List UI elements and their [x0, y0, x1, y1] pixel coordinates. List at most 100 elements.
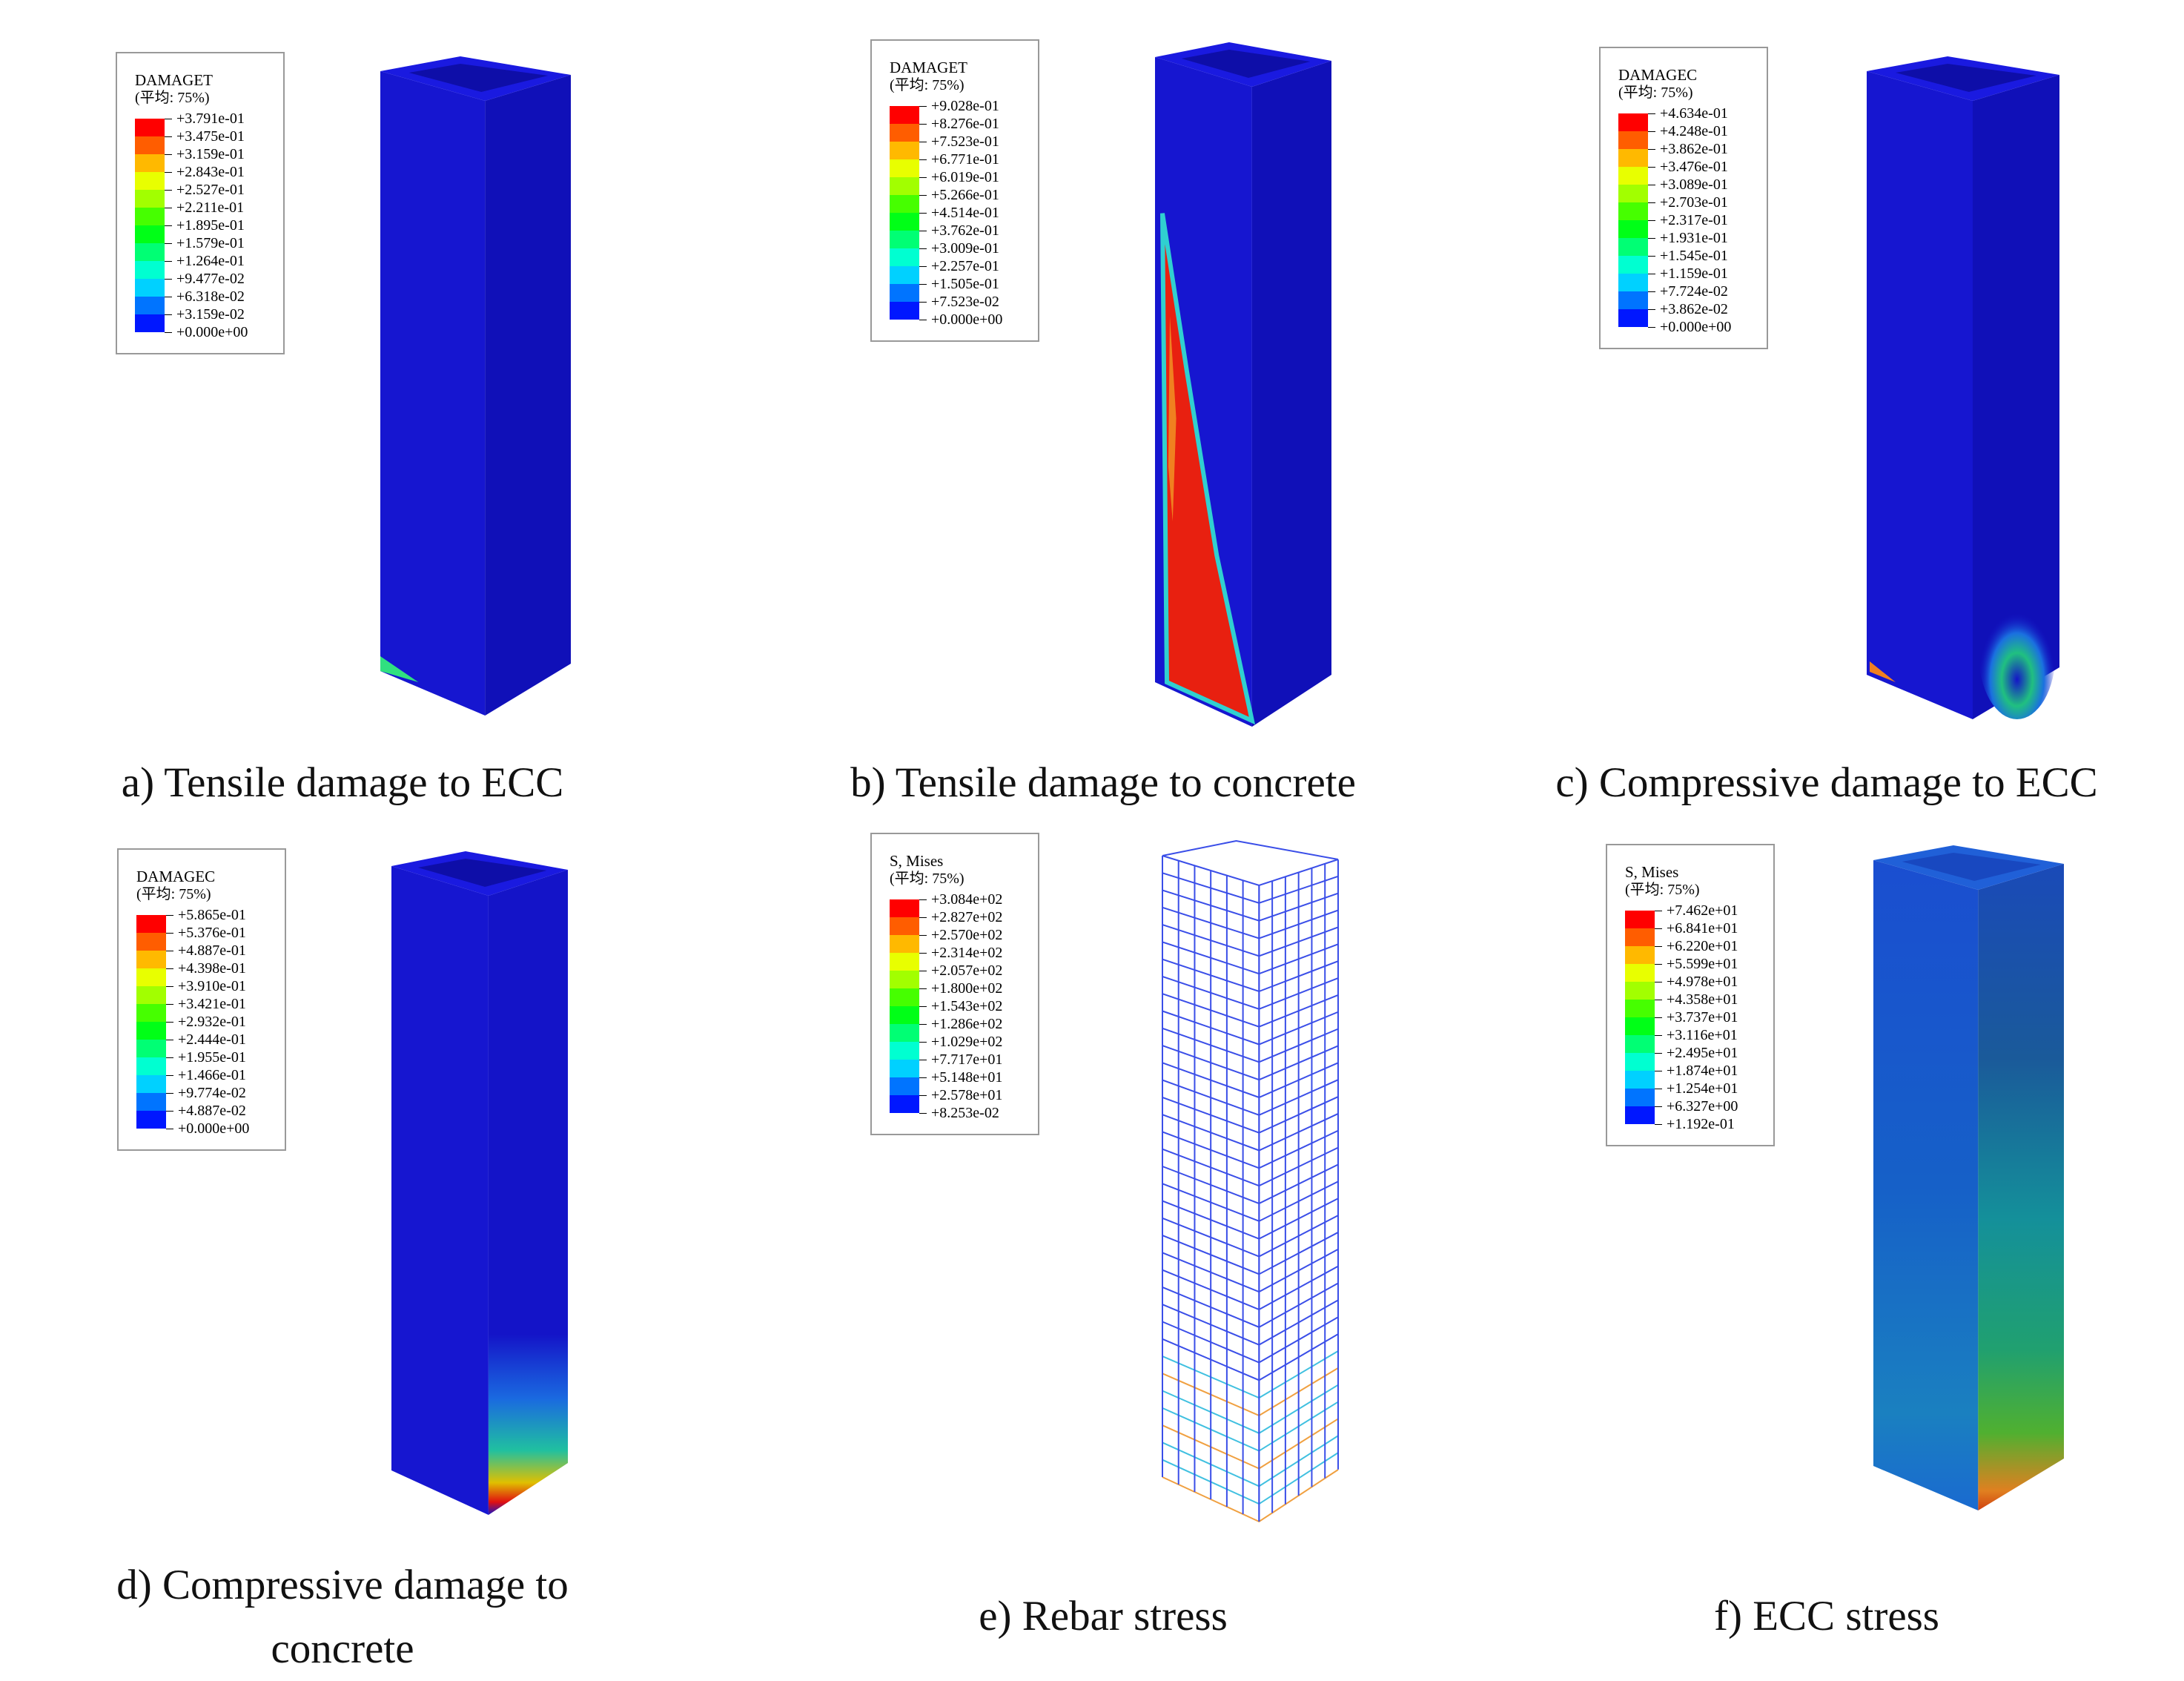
color-swatch: [890, 1042, 919, 1060]
legend-label: +3.762e-01: [931, 222, 999, 239]
legend-title: S, Mises: [1625, 863, 1679, 881]
color-swatch: [890, 195, 919, 213]
legend-label: +4.887e-02: [178, 1103, 246, 1119]
color-swatch: [890, 1024, 919, 1042]
legend-tick: [919, 899, 927, 900]
color-swatch: [135, 208, 165, 225]
color-swatch: [1618, 256, 1648, 274]
legend-tick: [1648, 256, 1655, 257]
color-swatch: [1618, 113, 1648, 131]
legend-tick: [166, 1093, 173, 1094]
color-swatch: [1625, 1000, 1655, 1017]
legend-tick: [919, 159, 927, 160]
legend-tick: [165, 243, 172, 244]
color-swatch: [1625, 964, 1655, 982]
legend-title: DAMAGEC: [136, 868, 216, 885]
color-swatch: [136, 1057, 166, 1075]
damage-zone: [380, 656, 419, 682]
legend-tick: [919, 1024, 927, 1025]
color-swatch: [890, 935, 919, 953]
legend-tick: [1648, 291, 1655, 292]
color-swatch: [1618, 309, 1648, 327]
legend-tick: [919, 213, 927, 214]
color-swatch: [135, 279, 165, 297]
legend-tick: [919, 988, 927, 989]
legend-label: +2.257e-01: [931, 258, 999, 274]
legend-subtitle: (平均: 75%): [1618, 85, 1693, 101]
legend-tick: [1655, 964, 1662, 965]
legend: DAMAGEC (平均: 75%) +5.865e-01 +5.376e-01 +4.8…: [117, 848, 286, 1151]
column-face: [1867, 71, 1973, 719]
legend-tick: [919, 1095, 927, 1096]
legend-label: +1.264e-01: [176, 253, 245, 269]
legend-tick: [165, 261, 172, 262]
legend-label: +1.029e+02: [931, 1034, 1003, 1050]
legend-tick: [166, 1111, 173, 1112]
color-swatch: [890, 302, 919, 320]
color-swatch: [890, 917, 919, 935]
legend-label: +4.248e-01: [1660, 123, 1728, 139]
legend-label: +3.476e-01: [1660, 159, 1728, 175]
legend-label: +7.724e-02: [1660, 283, 1728, 300]
legend-label: +0.000e+00: [176, 324, 248, 340]
legend-title: DAMAGEC: [1618, 66, 1698, 84]
legend-label: +5.865e-01: [178, 907, 246, 923]
color-swatch: [890, 1077, 919, 1095]
legend-tick: [1648, 202, 1655, 203]
color-swatch: [890, 231, 919, 248]
legend-label: +3.084e+02: [931, 891, 1003, 908]
color-swatch: [136, 915, 166, 933]
legend-label: +9.774e-02: [178, 1085, 246, 1101]
legend-tick: [166, 915, 173, 916]
legend-tick: [919, 1077, 927, 1078]
color-swatch: [135, 154, 165, 172]
legend: S, Mises (平均: 75%) +7.462e+01 +6.841e+01 +6.…: [1606, 844, 1775, 1146]
legend-tick: [1648, 238, 1655, 239]
legend-tick: [919, 177, 927, 178]
caption: e) Rebar stress: [979, 1593, 1228, 1639]
legend-label: +4.358e+01: [1667, 991, 1738, 1008]
legend-tick: [166, 1057, 173, 1058]
color-swatch: [890, 124, 919, 142]
legend-label: +1.159e-01: [1660, 265, 1728, 282]
color-swatch: [890, 159, 919, 177]
legend-label: +5.599e+01: [1667, 956, 1738, 972]
legend-tick: [919, 266, 927, 267]
color-swatch: [136, 933, 166, 951]
color-swatch: [890, 988, 919, 1006]
color-swatch: [1625, 1053, 1655, 1071]
damage-zone: [1168, 316, 1177, 522]
caption: d) Compressive damage to concrete: [116, 1562, 569, 1672]
legend-title: S, Mises: [890, 852, 944, 870]
legend-label: +0.000e+00: [1660, 319, 1732, 335]
legend-tick: [919, 124, 927, 125]
legend-label: +2.843e-01: [176, 164, 245, 180]
legend-title: DAMAGET: [890, 59, 967, 76]
legend-tick: [166, 1004, 173, 1005]
legend-tick: [919, 284, 927, 285]
legend-label: +8.276e-01: [931, 116, 999, 132]
color-swatch: [890, 899, 919, 917]
color-swatch: [1625, 946, 1655, 964]
legend-label: +9.477e-02: [176, 271, 245, 287]
legend-tick: [919, 953, 927, 954]
legend-label: +7.523e-01: [931, 133, 999, 150]
color-swatch: [890, 284, 919, 302]
column-face: [380, 71, 486, 716]
legend-tick: [166, 986, 173, 987]
color-swatch: [1618, 291, 1648, 309]
legend: DAMAGEC (平均: 75%) +4.634e-01 +4.248e-01 +3.8…: [1599, 47, 1768, 349]
color-swatch: [1625, 1089, 1655, 1106]
legend-label: +2.827e+02: [931, 909, 1003, 925]
legend-tick: [165, 136, 172, 137]
legend-tick: [1655, 1106, 1662, 1107]
column-model: [380, 56, 571, 716]
damage-zone: [1978, 587, 2056, 719]
legend-label: +2.057e+02: [931, 962, 1003, 979]
color-swatch: [890, 177, 919, 195]
legend-label: +1.800e+02: [931, 980, 1003, 997]
color-swatch: [135, 119, 165, 136]
legend-label: +1.931e-01: [1660, 230, 1728, 246]
color-swatch: [890, 106, 919, 124]
legend-subtitle: (平均: 75%): [1625, 882, 1700, 898]
